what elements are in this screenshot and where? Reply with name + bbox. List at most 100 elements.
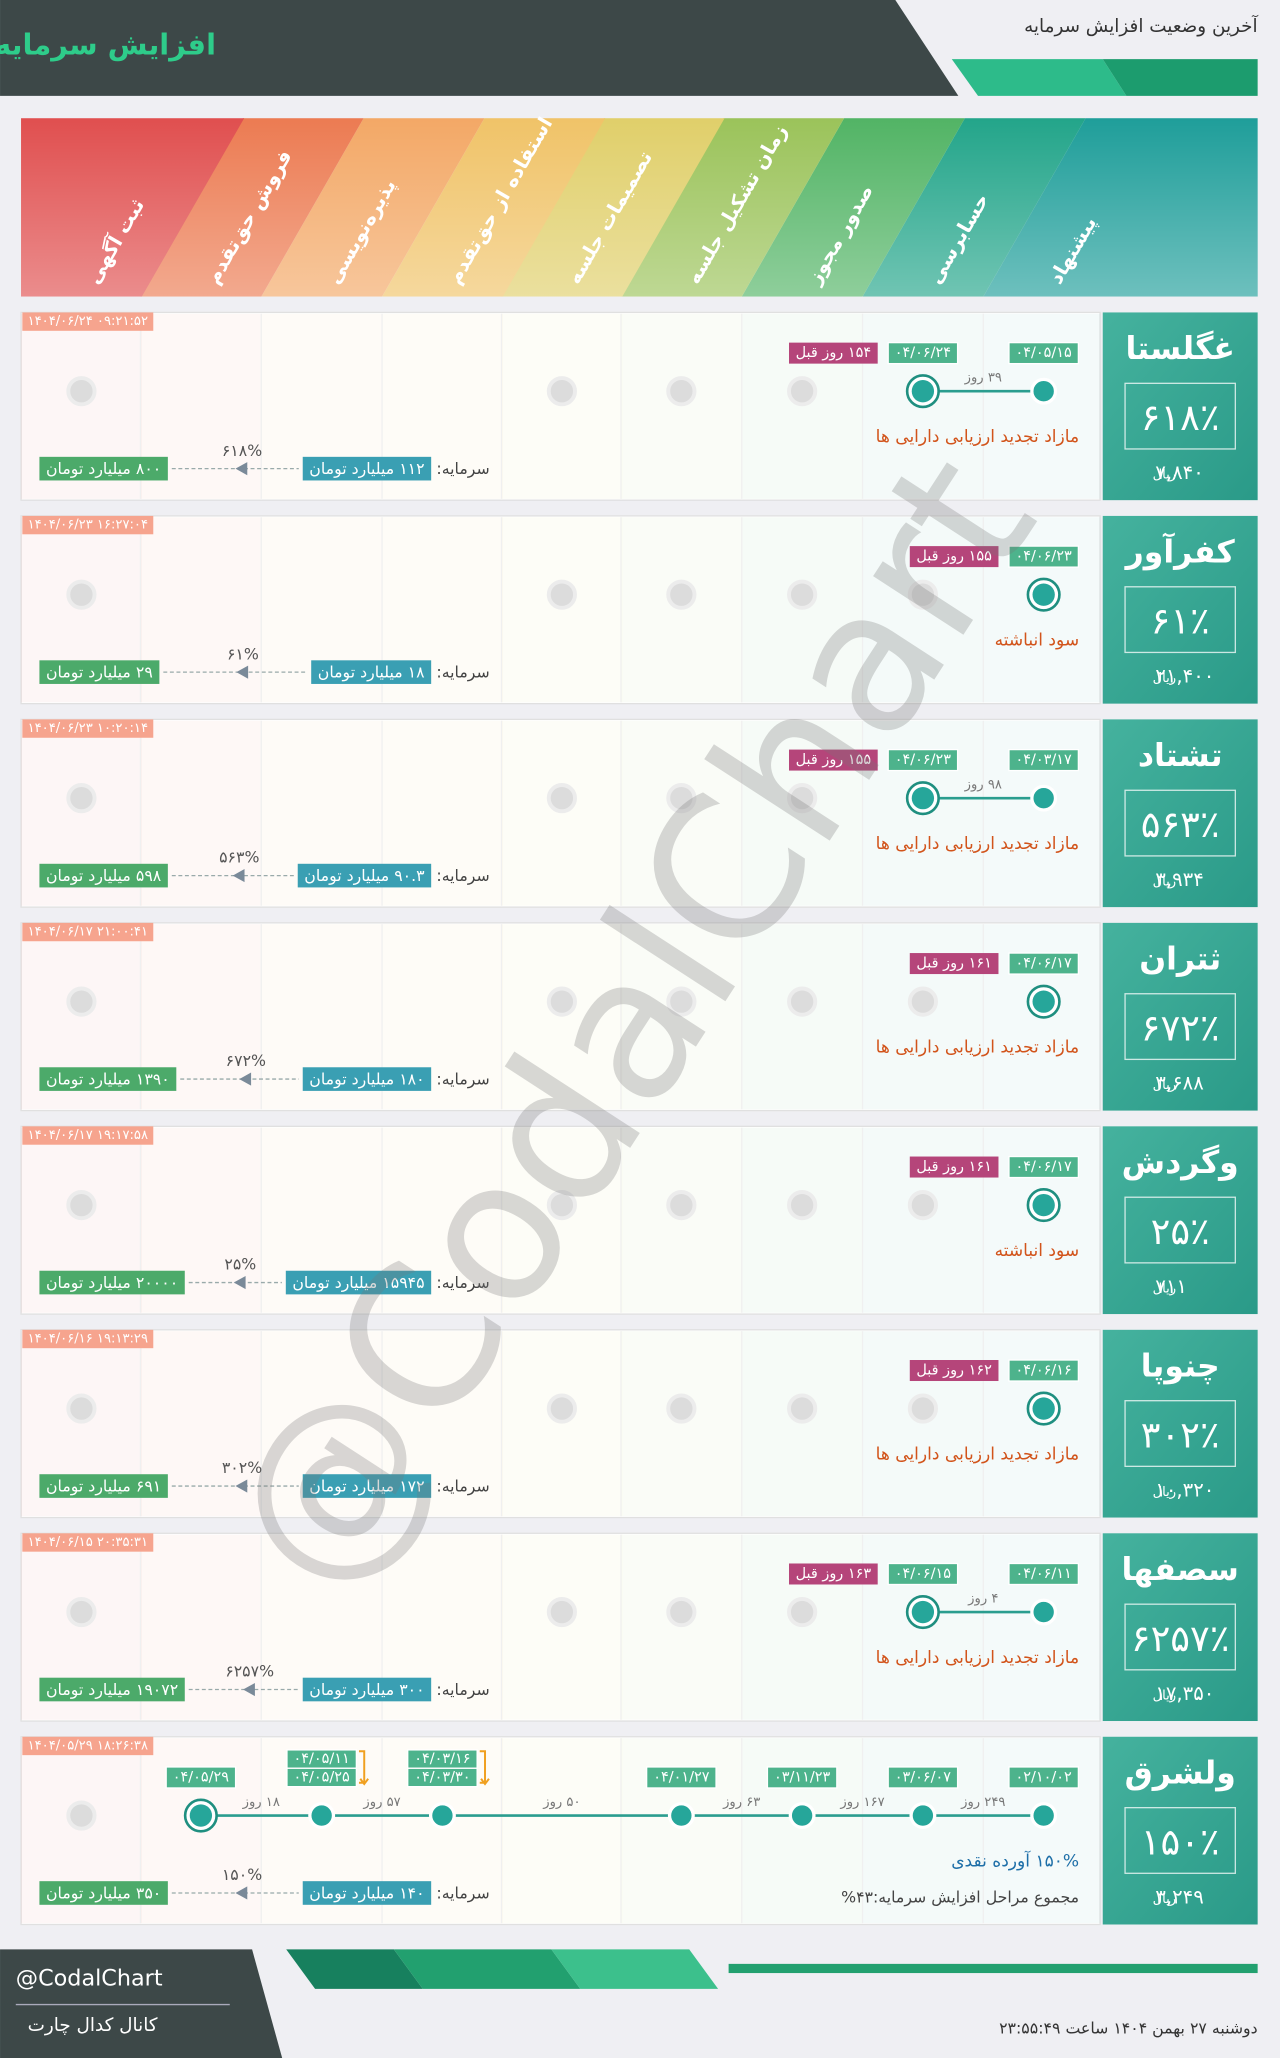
capital-arrow xyxy=(232,869,245,883)
done-stage xyxy=(1030,1802,1058,1829)
capital-label: سرمایه: xyxy=(436,1070,489,1090)
days-ago xyxy=(909,1156,999,1178)
change-frame xyxy=(1124,789,1236,857)
capital-from xyxy=(302,1881,432,1905)
capital-to-text: ۶۹۱ میلیارد تومان xyxy=(46,1477,161,1497)
pending-stage xyxy=(546,986,577,1017)
footer-stripe xyxy=(393,1949,581,1989)
stage-date-text: ۰۴/۰۶/۱۷ xyxy=(1016,1159,1073,1175)
reason: ۱۵۰% آورده نقدی xyxy=(951,1849,1079,1871)
gap-label: ۱۶۷ روز xyxy=(839,1795,884,1810)
stage-date-text: ۰۴/۰۵/۱۱ xyxy=(294,1751,350,1767)
capital-to xyxy=(39,660,160,684)
capital-arrow xyxy=(236,665,249,679)
pending-stage xyxy=(907,1190,938,1221)
price-unit: ریال xyxy=(1153,1689,1177,1704)
pending-stage xyxy=(546,1393,577,1424)
done-stage xyxy=(1030,377,1058,405)
done-stage xyxy=(1030,1598,1058,1626)
symbol-panel xyxy=(1102,515,1258,704)
stage-date xyxy=(887,1766,959,1789)
symbol: چنوپا xyxy=(1141,1349,1220,1385)
stage-date xyxy=(1008,1562,1080,1586)
stage-date xyxy=(887,1562,959,1586)
footer-block xyxy=(0,1949,283,2058)
stage-date-text: ۰۳/۰۶/۰۷ xyxy=(895,1769,952,1785)
change-frame xyxy=(1124,1196,1236,1264)
timestamp xyxy=(22,719,154,738)
change-frame xyxy=(1124,993,1236,1061)
price: ۳,۶۸۸ xyxy=(1155,1072,1204,1095)
pending-stage xyxy=(907,579,938,610)
change: ۳۰۲٪ xyxy=(1141,1413,1220,1456)
stage-date xyxy=(286,1767,358,1788)
reason: مازاد تجدید ارزیابی دارایی ها xyxy=(876,1445,1079,1465)
footer-handle: @CodalChart xyxy=(16,1965,163,1991)
timestamp-text: ۱۴۰۴/۰۶/۱۷ ۲۱:۰۰:۴۱ xyxy=(28,925,148,940)
pending-stage xyxy=(787,783,818,814)
timestamp xyxy=(22,312,154,331)
pending-stage xyxy=(907,1393,938,1424)
capital-arrow xyxy=(235,462,248,476)
timestamp xyxy=(22,1126,154,1145)
timestamp xyxy=(22,1736,154,1756)
days-ago xyxy=(909,1360,999,1382)
capital-label: سرمایه: xyxy=(436,1883,489,1903)
symbol-panel xyxy=(1102,719,1258,908)
pending-stage xyxy=(907,986,938,1017)
pending-stage xyxy=(666,579,697,610)
capital-to xyxy=(39,1474,168,1498)
days-ago xyxy=(789,1563,878,1585)
capital-total: مجموع مراحل افزایش سرمایه:۴۳% xyxy=(841,1887,1079,1907)
change-frame xyxy=(1124,1807,1236,1874)
current-stage xyxy=(1032,1193,1055,1217)
pending-stage xyxy=(66,376,97,407)
reason: مازاد تجدید ارزیابی دارایی ها xyxy=(876,427,1079,447)
capital-from xyxy=(302,1474,432,1498)
capital-to xyxy=(39,1270,185,1295)
capital-change: ۶۲۵۷% xyxy=(225,1662,274,1681)
capital-to-text: ۲۰۰۰۰ میلیارد تومان xyxy=(46,1273,178,1293)
price-unit: ریال xyxy=(1153,468,1177,483)
price-unit: ریال xyxy=(1153,875,1177,890)
done-stage xyxy=(667,1802,695,1829)
symbol-panel xyxy=(1102,1329,1258,1518)
stage-date xyxy=(1008,341,1080,365)
timestamp-text: ۱۴۰۴/۰۵/۲۹ ۱۸:۲۶:۳۸ xyxy=(28,1738,148,1753)
capital-to-text: ۱۳۹۰ میلیارد تومان xyxy=(46,1070,170,1090)
symbol: تشتاد xyxy=(1138,738,1223,774)
stage-column xyxy=(983,313,1101,499)
current-stage xyxy=(911,786,935,810)
capital-to-text: ۸۰۰ میلیارد تومان xyxy=(46,459,161,479)
footer-channel: کانال کدال چارت xyxy=(28,2015,158,2036)
page-subtitle: آخرین وضعیت افزایش سرمایه xyxy=(1024,14,1258,37)
price: ۳,۲۴۹ xyxy=(1155,1885,1204,1908)
pending-stage xyxy=(66,783,97,814)
capital-label: سرمایه: xyxy=(436,1273,489,1293)
symbol-panel xyxy=(1102,922,1258,1111)
capital-change: ۶۱۸% xyxy=(222,441,262,460)
stage-column xyxy=(983,720,1101,906)
capital-from xyxy=(311,660,432,684)
pending-stage xyxy=(66,1800,97,1831)
stage-date-text: ۰۴/۰۵/۲۹ xyxy=(173,1769,230,1785)
page-title: افزایش سرمایه xyxy=(0,28,216,62)
change: ۱۵۰٪ xyxy=(1141,1820,1220,1863)
timestamp-text: ۱۴۰۴/۰۶/۲۳ ۱۰:۲۰:۱۴ xyxy=(28,721,148,736)
price: ۱۰,۳۲۰ xyxy=(1155,1478,1214,1501)
done-stage xyxy=(308,1802,336,1829)
symbol-panel xyxy=(1102,1533,1258,1722)
price-unit: ریال xyxy=(1153,1485,1177,1500)
capital-from-text: ۱۴۰ میلیارد تومان xyxy=(309,1883,424,1903)
capital-change: ۳۰۲% xyxy=(222,1458,262,1477)
capital-from-text: ۱۷۲ میلیارد تومان xyxy=(309,1477,424,1497)
change: ۲۵٪ xyxy=(1151,1210,1210,1253)
done-stage xyxy=(909,1802,937,1829)
stage-date xyxy=(1008,1359,1080,1382)
stage-date xyxy=(766,1766,838,1789)
symbol-panel xyxy=(1102,1736,1258,1925)
capital-label: سرمایه: xyxy=(436,1680,489,1700)
timestamp xyxy=(22,922,154,942)
days-ago-text: ۱۶۱ روز قبل xyxy=(916,956,992,972)
pending-stage xyxy=(666,1190,697,1221)
